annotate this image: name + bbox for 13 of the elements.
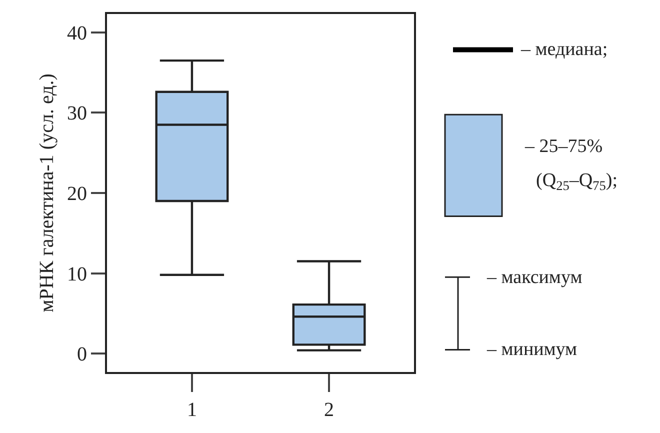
text: – медиана; <box>520 39 608 60</box>
y-tick-label: 40 <box>67 22 87 44</box>
text: – максимум <box>486 267 582 288</box>
y-tick-label: 10 <box>67 263 87 286</box>
x-tick-label: 2 <box>324 399 334 421</box>
y-tick-label: 20 <box>67 183 87 205</box>
x-tick-label: 1 <box>186 399 197 421</box>
text: – 25–75% <box>524 136 603 157</box>
y-tick-label: 30 <box>67 102 87 125</box>
text: – минимум <box>486 339 578 360</box>
y-tick-label: 0 <box>77 344 87 366</box>
text: (Q$_{25}$–Q$_{75}$); <box>536 170 618 193</box>
y-axis-title: мРНК галектина-1 (усл. ед.) <box>36 74 58 312</box>
